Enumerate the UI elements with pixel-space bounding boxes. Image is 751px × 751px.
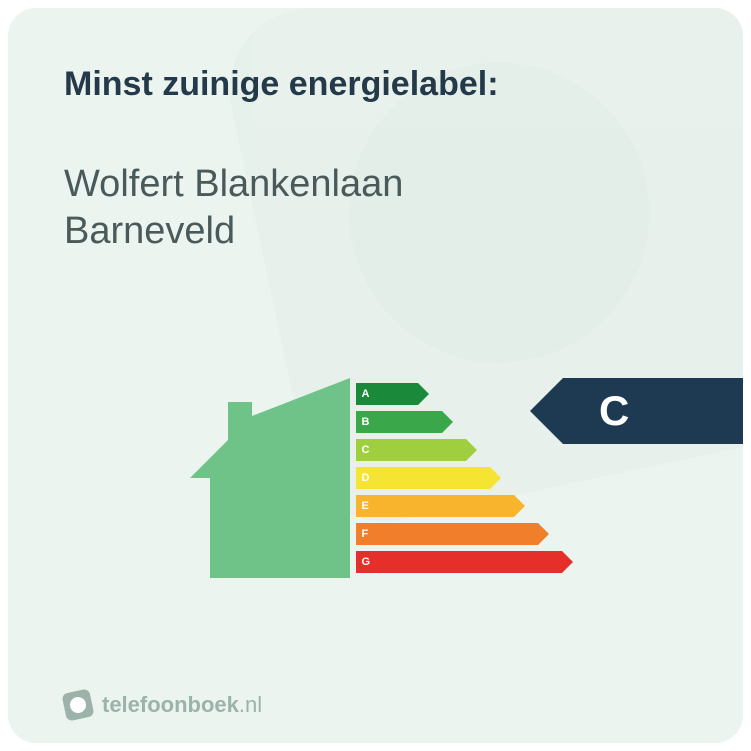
energy-bar-f: F [356, 523, 562, 545]
energy-bar-label: G [362, 556, 371, 568]
footer-brand-name: telefoonboek [102, 692, 239, 717]
energy-bar-label: E [362, 500, 369, 512]
card-heading: Minst zuinige energielabel: [64, 64, 687, 105]
energy-bar-shape [356, 495, 514, 517]
footer-brand-tld: .nl [239, 692, 262, 717]
energy-bar-label: F [362, 528, 369, 540]
address-line-1: Wolfert Blankenlaan [64, 163, 403, 205]
energy-bar-label: C [362, 444, 370, 456]
energy-bar-shape [356, 467, 490, 489]
energy-bar-d: D [356, 467, 562, 489]
address-line-2: Barneveld [64, 210, 235, 252]
house-icon [190, 378, 350, 578]
footer: telefoonboek.nl [64, 691, 687, 719]
energy-bar-shape [356, 439, 466, 461]
energy-bar-g: G [356, 551, 562, 573]
energy-bar-label: B [362, 416, 370, 428]
footer-logo-icon [61, 688, 94, 721]
energy-bar-b: B [356, 411, 562, 433]
energy-bar-a: A [356, 383, 562, 405]
energy-bar-e: E [356, 495, 562, 517]
card-subheading: Wolfert Blankenlaan Barneveld [64, 161, 687, 256]
energy-bar-label: A [362, 388, 370, 400]
energy-label-card: Minst zuinige energielabel: Wolfert Blan… [8, 8, 743, 743]
energy-bar-c: C [356, 439, 562, 461]
footer-brand: telefoonboek.nl [102, 692, 262, 718]
energy-bar-label: D [362, 472, 370, 484]
energy-bar-shape [356, 551, 562, 573]
energy-chart-container: A B C D E F G [64, 274, 687, 683]
energy-chart: A B C D E F G [190, 378, 562, 578]
energy-bar-shape [356, 523, 538, 545]
energy-bars: A B C D E F G [356, 383, 562, 573]
